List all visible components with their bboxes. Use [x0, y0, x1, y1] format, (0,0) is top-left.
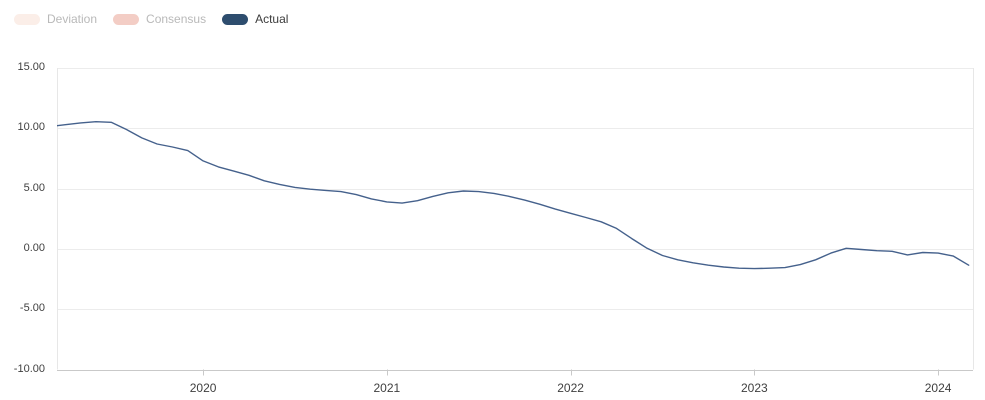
- x-tick-label: 2023: [740, 381, 768, 395]
- legend-item-consensus[interactable]: Consensus: [113, 11, 206, 27]
- legend-label: Deviation: [47, 12, 98, 26]
- legend-swatch-actual: [222, 13, 249, 25]
- legend-item-deviation[interactable]: Deviation: [14, 11, 97, 27]
- y-tick-label: 5.00: [23, 181, 45, 194]
- y-tick-label: -10.00: [13, 362, 45, 375]
- legend-swatch-consensus: [113, 13, 140, 25]
- x-tick-label: 2024: [924, 381, 952, 395]
- legend-label: Consensus: [146, 12, 207, 26]
- y-tick-label: 10.00: [17, 121, 45, 134]
- x-tick-label: 2022: [557, 381, 584, 395]
- y-tick-label: 0.00: [23, 241, 45, 254]
- legend-swatch-deviation: [14, 13, 40, 25]
- legend-label: Actual: [255, 12, 289, 26]
- chart-legend: Deviation Consensus Actual: [14, 11, 288, 27]
- y-tick-label: 15.00: [17, 61, 45, 73]
- legend-item-actual[interactable]: Actual: [222, 11, 288, 27]
- axes: [57, 68, 974, 376]
- x-tick-label: 2021: [373, 381, 401, 395]
- gridlines: [57, 68, 973, 371]
- actual-line-series: [57, 120, 970, 270]
- x-tick-label: 2020: [189, 381, 217, 395]
- y-tick-label: -5.00: [19, 302, 45, 315]
